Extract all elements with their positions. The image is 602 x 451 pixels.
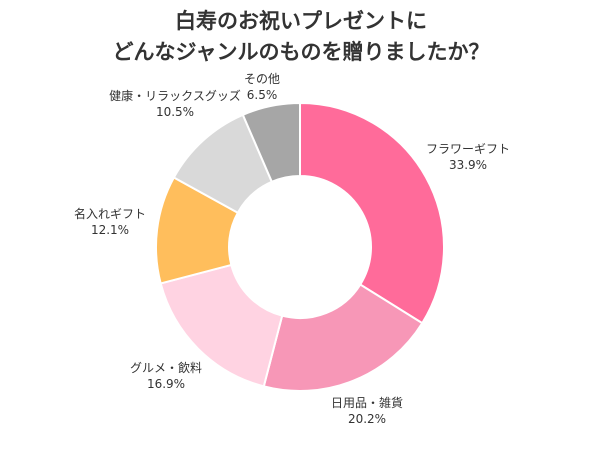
slice-6 [241,101,301,184]
slice-label-2: 日用品・雑貨 [331,395,403,410]
slice-2 [262,283,424,392]
slice-label-3: グルメ・飲料 [130,360,202,375]
slice-value-2: 20.2% [348,412,386,426]
chart-title-line-1: 白寿のお祝いプレゼントに [175,9,427,33]
slice-label-4: 名入れギフト [74,206,146,221]
slice-value-3: 16.9% [147,377,185,391]
slice-3 [159,263,284,388]
slice-label-1: フラワーギフト [426,142,510,156]
chart-title-line-2: どんなジャンルのものを贈りましたか？ [112,40,490,64]
slice-value-1: 33.9% [449,158,487,172]
slice-label-5: 健康・リラックスグッズ [109,88,241,103]
slice-label-6: その他 [244,72,280,86]
slice-value-5: 10.5% [156,105,194,119]
chart-title: 白寿のお祝いプレゼントに どんなジャンルのものを贈りましたか？ [0,6,602,68]
slice-value-6: 6.5% [247,88,278,102]
slice-value-4: 12.1% [91,223,129,237]
slice-1 [299,101,445,325]
